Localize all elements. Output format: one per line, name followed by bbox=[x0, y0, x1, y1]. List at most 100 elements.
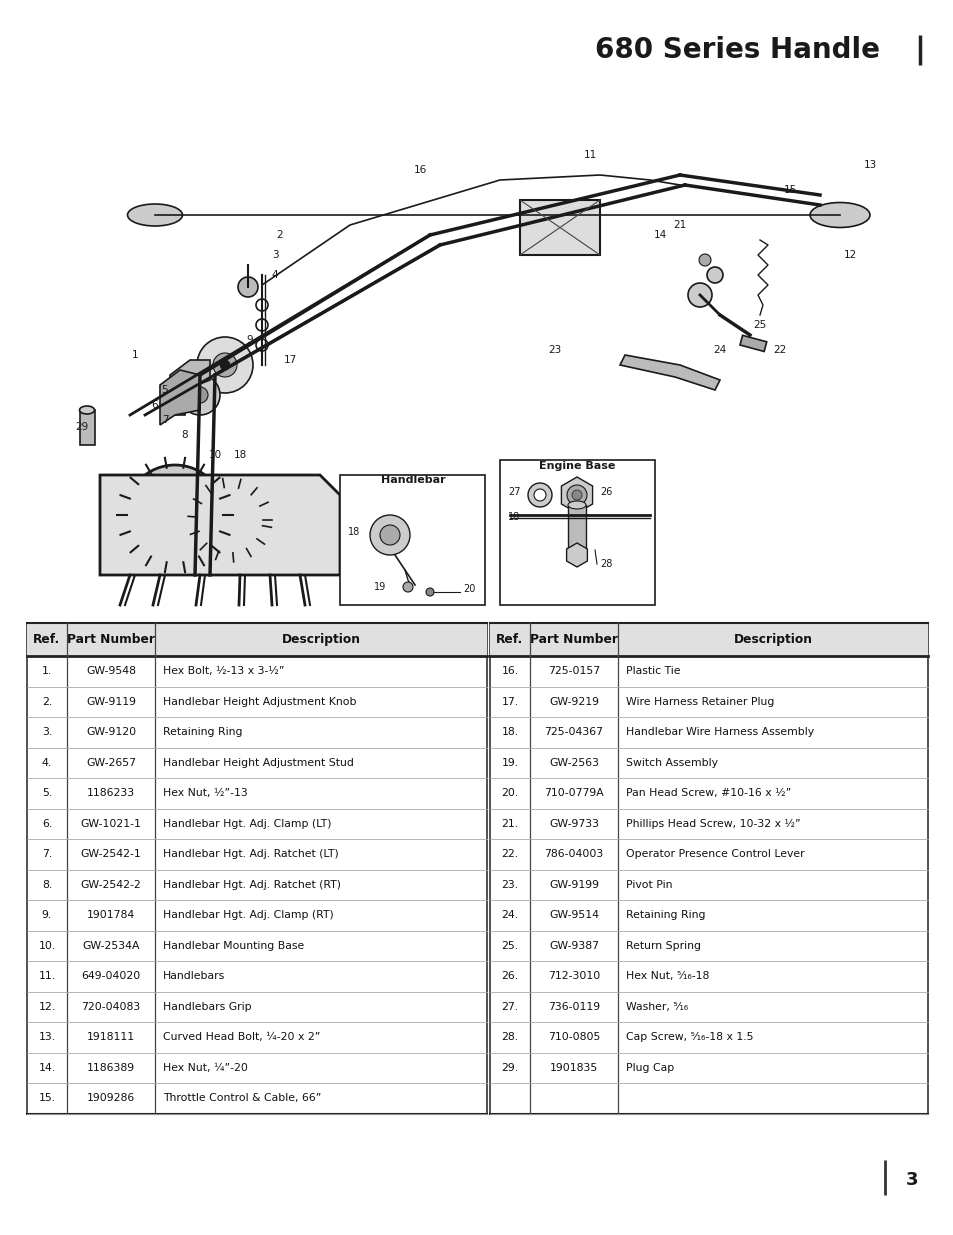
Polygon shape bbox=[160, 370, 200, 425]
Text: GW-9120: GW-9120 bbox=[86, 727, 136, 737]
Polygon shape bbox=[619, 354, 720, 390]
Text: 20.: 20. bbox=[501, 788, 518, 798]
Text: 12: 12 bbox=[842, 249, 856, 261]
Circle shape bbox=[194, 485, 265, 555]
Text: 3.: 3. bbox=[42, 727, 52, 737]
Text: Retaining Ring: Retaining Ring bbox=[163, 727, 242, 737]
Circle shape bbox=[572, 490, 581, 500]
Text: 725-04367: 725-04367 bbox=[544, 727, 603, 737]
Text: 18: 18 bbox=[507, 513, 519, 522]
Ellipse shape bbox=[809, 203, 869, 227]
Text: 22: 22 bbox=[773, 345, 786, 354]
Text: 3: 3 bbox=[272, 249, 278, 261]
Text: 11.: 11. bbox=[38, 971, 55, 982]
Text: 736-0119: 736-0119 bbox=[547, 1002, 599, 1011]
Polygon shape bbox=[170, 359, 210, 415]
Polygon shape bbox=[100, 475, 339, 576]
Text: Hex Nut, ½”-13: Hex Nut, ½”-13 bbox=[163, 788, 248, 798]
Bar bbox=[490, 622, 927, 1114]
Text: Handlebar Wire Harness Assembly: Handlebar Wire Harness Assembly bbox=[625, 727, 813, 737]
Text: Part Number: Part Number bbox=[530, 634, 618, 646]
Ellipse shape bbox=[567, 551, 585, 559]
Text: Hex Nut, ¼”-20: Hex Nut, ¼”-20 bbox=[163, 1063, 248, 1073]
Ellipse shape bbox=[567, 501, 585, 509]
Text: Phillips Head Screw, 10-32 x ½”: Phillips Head Screw, 10-32 x ½” bbox=[625, 819, 800, 829]
Text: 19.: 19. bbox=[501, 758, 518, 768]
Bar bbox=[740, 336, 766, 352]
Text: Part Number: Part Number bbox=[67, 634, 154, 646]
Text: Wire Harness Retainer Plug: Wire Harness Retainer Plug bbox=[625, 697, 774, 706]
Circle shape bbox=[699, 254, 710, 266]
Circle shape bbox=[402, 582, 413, 592]
Text: Handlebar Hgt. Adj. Ratchet (LT): Handlebar Hgt. Adj. Ratchet (LT) bbox=[163, 850, 338, 860]
Text: 2: 2 bbox=[276, 230, 283, 240]
Circle shape bbox=[527, 483, 552, 508]
Text: Operator Presence Control Lever: Operator Presence Control Lever bbox=[625, 850, 803, 860]
Circle shape bbox=[687, 283, 711, 308]
Text: 725-0157: 725-0157 bbox=[547, 666, 599, 677]
Text: 25: 25 bbox=[753, 320, 766, 330]
Text: 1901835: 1901835 bbox=[549, 1063, 598, 1073]
Text: 710-0805: 710-0805 bbox=[547, 1032, 599, 1042]
Text: 14.: 14. bbox=[38, 1063, 55, 1073]
Text: 1186233: 1186233 bbox=[87, 788, 135, 798]
Text: 26: 26 bbox=[599, 487, 612, 496]
Text: 16: 16 bbox=[413, 165, 426, 175]
Text: 8: 8 bbox=[181, 430, 188, 440]
Text: 14: 14 bbox=[653, 230, 666, 240]
Circle shape bbox=[160, 500, 190, 530]
Text: 1186389: 1186389 bbox=[87, 1063, 135, 1073]
Text: 26.: 26. bbox=[501, 971, 518, 982]
Text: 28.: 28. bbox=[501, 1032, 518, 1042]
Text: 1918111: 1918111 bbox=[87, 1032, 135, 1042]
Text: 3: 3 bbox=[904, 1171, 918, 1189]
Text: GW-9219: GW-9219 bbox=[548, 697, 598, 706]
Text: 18: 18 bbox=[348, 527, 360, 537]
Text: Description: Description bbox=[733, 634, 812, 646]
Text: Washer, ⁵⁄₁₆: Washer, ⁵⁄₁₆ bbox=[625, 1002, 687, 1011]
Text: Pan Head Screw, #10-16 x ½”: Pan Head Screw, #10-16 x ½” bbox=[625, 788, 790, 798]
Text: Handlebars Grip: Handlebars Grip bbox=[163, 1002, 252, 1011]
Circle shape bbox=[180, 375, 220, 415]
Circle shape bbox=[125, 466, 225, 564]
Text: GW-9387: GW-9387 bbox=[548, 941, 598, 951]
Circle shape bbox=[370, 515, 410, 555]
Text: 17: 17 bbox=[283, 354, 296, 366]
Ellipse shape bbox=[79, 406, 94, 414]
Text: 12.: 12. bbox=[38, 1002, 55, 1011]
Text: Switch Assembly: Switch Assembly bbox=[625, 758, 718, 768]
Bar bbox=[80, 410, 95, 445]
Text: 9.: 9. bbox=[42, 910, 52, 920]
Text: Handlebar Hgt. Adj. Clamp (RT): Handlebar Hgt. Adj. Clamp (RT) bbox=[163, 910, 334, 920]
Text: 23.: 23. bbox=[501, 879, 518, 889]
Text: 17.: 17. bbox=[501, 697, 518, 706]
Text: GW-2563: GW-2563 bbox=[548, 758, 598, 768]
Text: 29.: 29. bbox=[501, 1063, 518, 1073]
Text: GW-1021-1: GW-1021-1 bbox=[80, 819, 141, 829]
Text: Pivot Pin: Pivot Pin bbox=[625, 879, 672, 889]
Text: Hex Nut, ⁵⁄₁₆-18: Hex Nut, ⁵⁄₁₆-18 bbox=[625, 971, 709, 982]
Text: 28: 28 bbox=[599, 559, 612, 569]
Text: 15: 15 bbox=[782, 185, 796, 195]
Text: 1909286: 1909286 bbox=[87, 1093, 135, 1103]
Circle shape bbox=[379, 525, 399, 545]
Text: GW-2542-2: GW-2542-2 bbox=[81, 879, 141, 889]
Bar bbox=[567, 505, 585, 555]
Text: 10: 10 bbox=[208, 450, 221, 459]
Text: 29: 29 bbox=[75, 422, 89, 432]
Text: 13.: 13. bbox=[38, 1032, 55, 1042]
Bar bbox=[27, 622, 486, 1114]
Circle shape bbox=[192, 387, 208, 403]
Text: 786-04003: 786-04003 bbox=[544, 850, 603, 860]
Text: Description: Description bbox=[281, 634, 360, 646]
Text: Ref.: Ref. bbox=[496, 634, 523, 646]
Text: Handlebar Height Adjustment Knob: Handlebar Height Adjustment Knob bbox=[163, 697, 356, 706]
Text: 4.: 4. bbox=[42, 758, 52, 768]
Text: 24: 24 bbox=[713, 345, 726, 354]
Text: Ref.: Ref. bbox=[33, 634, 61, 646]
Text: Handlebar Hgt. Adj. Ratchet (RT): Handlebar Hgt. Adj. Ratchet (RT) bbox=[163, 879, 340, 889]
Text: Hex Bolt, ½-13 x 3-½”: Hex Bolt, ½-13 x 3-½” bbox=[163, 666, 284, 677]
Text: 27.: 27. bbox=[501, 1002, 518, 1011]
Text: 649-04020: 649-04020 bbox=[81, 971, 140, 982]
Text: Retaining Ring: Retaining Ring bbox=[625, 910, 705, 920]
